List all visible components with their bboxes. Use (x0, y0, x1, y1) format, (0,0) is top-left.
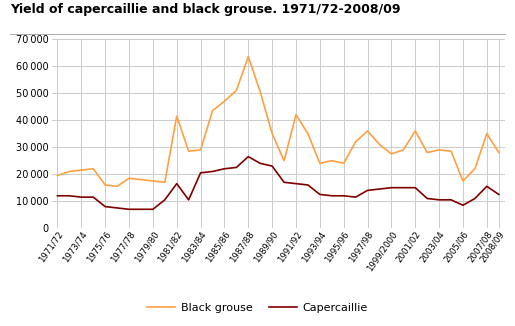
Capercaillie (305, 183, 311, 187)
Capercaillie (114, 206, 120, 210)
Black grouse (340, 161, 347, 165)
Black grouse (281, 159, 287, 163)
Capercaillie (245, 155, 251, 158)
Capercaillie (233, 166, 239, 170)
Black grouse (400, 148, 406, 152)
Black grouse (365, 129, 371, 133)
Black grouse (424, 151, 430, 155)
Black grouse (305, 132, 311, 136)
Capercaillie (185, 198, 192, 202)
Black grouse (221, 99, 228, 103)
Black grouse (472, 167, 478, 171)
Capercaillie (210, 170, 216, 173)
Capercaillie (257, 161, 263, 165)
Black grouse (495, 151, 502, 155)
Black grouse (269, 132, 275, 136)
Capercaillie (221, 167, 228, 171)
Black grouse (114, 185, 120, 188)
Capercaillie (353, 195, 359, 199)
Capercaillie (90, 195, 96, 199)
Capercaillie (269, 164, 275, 168)
Capercaillie (197, 171, 203, 175)
Black grouse (150, 179, 156, 183)
Capercaillie (281, 180, 287, 184)
Black grouse (78, 168, 84, 172)
Black grouse (448, 149, 454, 153)
Capercaillie (365, 188, 371, 192)
Capercaillie (78, 195, 84, 199)
Capercaillie (495, 192, 502, 196)
Capercaillie (460, 203, 466, 207)
Black grouse (436, 148, 442, 152)
Capercaillie (329, 194, 335, 198)
Capercaillie (138, 207, 144, 211)
Capercaillie (293, 182, 299, 185)
Capercaillie (424, 197, 430, 200)
Capercaillie (472, 197, 478, 200)
Capercaillie (340, 194, 347, 198)
Black grouse (210, 109, 216, 113)
Line: Black grouse: Black grouse (58, 57, 499, 186)
Black grouse (138, 178, 144, 182)
Text: Yield of capercaillie and black grouse. 1971/72-2008/09: Yield of capercaillie and black grouse. … (10, 3, 401, 16)
Black grouse (245, 55, 251, 59)
Capercaillie (162, 198, 168, 202)
Black grouse (102, 183, 108, 187)
Black grouse (376, 142, 383, 146)
Black grouse (484, 132, 490, 136)
Capercaillie (400, 186, 406, 190)
Black grouse (412, 129, 418, 133)
Black grouse (460, 179, 466, 183)
Black grouse (293, 113, 299, 117)
Black grouse (388, 152, 394, 156)
Line: Capercaillie: Capercaillie (58, 156, 499, 209)
Black grouse (66, 170, 73, 173)
Capercaillie (448, 198, 454, 202)
Capercaillie (436, 198, 442, 202)
Capercaillie (55, 194, 61, 198)
Capercaillie (174, 182, 180, 185)
Black grouse (55, 173, 61, 177)
Black grouse (233, 88, 239, 92)
Black grouse (126, 176, 132, 180)
Capercaillie (484, 185, 490, 188)
Capercaillie (126, 207, 132, 211)
Black grouse (185, 149, 192, 153)
Black grouse (317, 161, 323, 165)
Capercaillie (102, 205, 108, 209)
Capercaillie (150, 207, 156, 211)
Black grouse (174, 114, 180, 118)
Black grouse (353, 140, 359, 144)
Black grouse (197, 148, 203, 152)
Capercaillie (66, 194, 73, 198)
Capercaillie (376, 187, 383, 191)
Black grouse (162, 180, 168, 184)
Legend: Black grouse, Capercaillie: Black grouse, Capercaillie (143, 298, 372, 317)
Black grouse (90, 167, 96, 171)
Capercaillie (317, 192, 323, 196)
Black grouse (257, 90, 263, 94)
Capercaillie (388, 186, 394, 190)
Capercaillie (412, 186, 418, 190)
Black grouse (329, 159, 335, 163)
